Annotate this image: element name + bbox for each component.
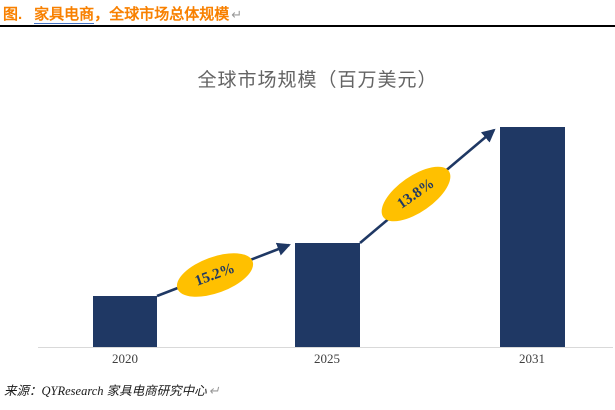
x-tick-2025: 2025 <box>314 351 340 366</box>
paragraph-mark-icon: ↵ <box>231 7 243 22</box>
bar-plot-area <box>93 127 565 347</box>
source-text: 来源：QYResearch 家具电商研究中心 <box>4 384 207 398</box>
heading-divider <box>0 25 615 27</box>
source-note: 来源：QYResearch 家具电商研究中心 ↵ <box>4 380 604 399</box>
figure-heading: 图. 家具电商，全球市场总体规模 ↵ <box>3 3 613 26</box>
bar-2020 <box>93 296 157 347</box>
x-tick-2020: 2020 <box>112 351 138 366</box>
figure-heading-text: ，全球市场总体规模 <box>94 6 230 23</box>
figure-label: 图. <box>3 6 23 23</box>
x-axis-line <box>38 347 613 348</box>
x-tick-2031: 2031 <box>519 351 545 366</box>
paragraph-mark-icon: ↵ <box>208 383 220 398</box>
bar-2031 <box>500 127 565 347</box>
chart-title: 全球市场规模（百万美元） <box>197 70 438 91</box>
bar-2025 <box>295 243 360 347</box>
figure-heading-link[interactable]: 家具电商 <box>34 6 95 26</box>
